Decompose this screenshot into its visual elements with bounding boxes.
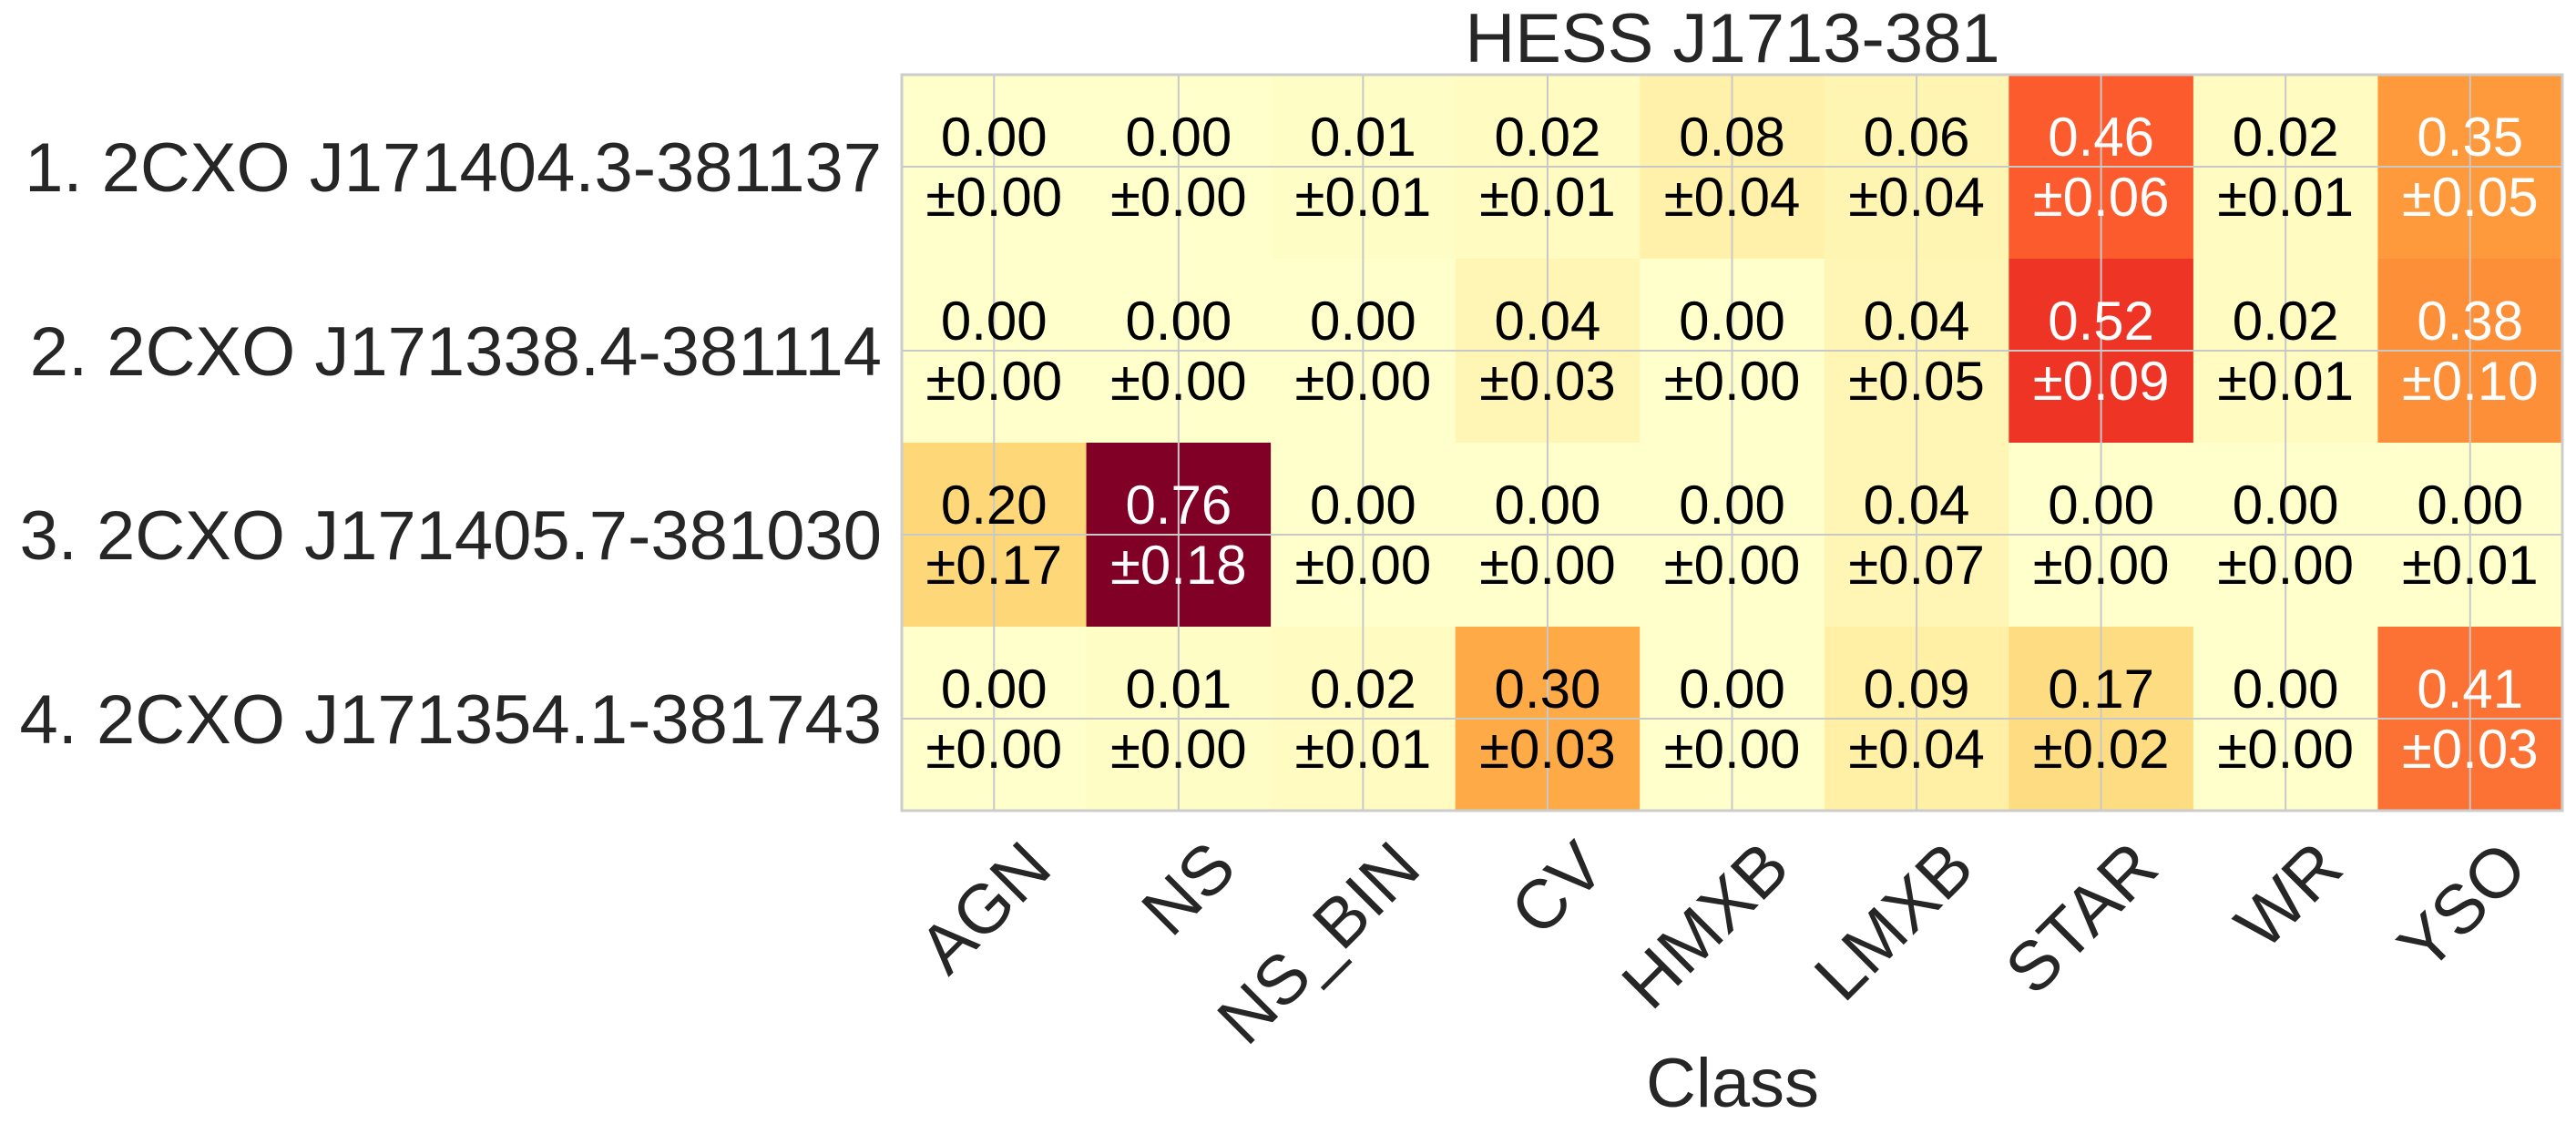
cell-error-label: ±0.18 bbox=[1110, 535, 1247, 596]
cell-value-label: 0.76 bbox=[1125, 475, 1232, 536]
cell-value-label: 0.00 bbox=[941, 291, 1048, 352]
cell-value-label: 0.08 bbox=[1679, 107, 1785, 168]
cell-error-label: ±0.05 bbox=[2402, 167, 2539, 228]
cell-error-label: ±0.01 bbox=[2402, 535, 2539, 596]
cell-value-label: 0.35 bbox=[2417, 107, 2523, 168]
cell-error-label: ±0.01 bbox=[2217, 167, 2354, 228]
cell-error-label: ±0.04 bbox=[1848, 167, 1985, 228]
column-label-yso: YSO bbox=[2384, 827, 2542, 986]
cell-error-label: ±0.00 bbox=[1664, 535, 1801, 596]
cell-error-label: ±0.00 bbox=[925, 167, 1062, 228]
cell-error-label: ±0.00 bbox=[2217, 719, 2354, 780]
cell-error-label: ±0.00 bbox=[1664, 351, 1801, 412]
cell-error-label: ±0.00 bbox=[925, 719, 1062, 780]
cell-value-label: 0.30 bbox=[1495, 659, 1601, 720]
row-labels: 1. 2CXO J171404.3-381137 2. 2CXO J171338.… bbox=[20, 129, 882, 759]
column-label-ns_bin: NS_BIN bbox=[1203, 827, 1435, 1058]
cell-value-label: 0.00 bbox=[1495, 475, 1601, 536]
cell-error-label: ±0.00 bbox=[1295, 351, 1432, 412]
cell-error-label: ±0.00 bbox=[1664, 719, 1801, 780]
column-label-wr: WR bbox=[2221, 827, 2357, 964]
cell-error-label: ±0.07 bbox=[1848, 535, 1985, 596]
cell-value-label: 0.38 bbox=[2417, 291, 2523, 352]
cell-value-label: 0.00 bbox=[2233, 659, 2339, 720]
cell-value-label: 0.20 bbox=[941, 475, 1048, 536]
cell-value-label: 0.00 bbox=[941, 659, 1048, 720]
cell-error-label: ±0.00 bbox=[1110, 719, 1247, 780]
chart-title: HESS J1713-381 bbox=[1465, 0, 1999, 77]
cell-value-label: 0.02 bbox=[2233, 107, 2339, 168]
cell-value-label: 0.17 bbox=[2048, 659, 2154, 720]
cell-value-label: 0.02 bbox=[1495, 107, 1601, 168]
cell-value-label: 0.04 bbox=[1864, 291, 1970, 352]
cell-error-label: ±0.00 bbox=[2217, 535, 2354, 596]
cell-value-label: 0.00 bbox=[941, 107, 1048, 168]
x-axis-label: Class bbox=[1646, 1045, 1819, 1122]
cell-value-label: 0.41 bbox=[2417, 659, 2523, 720]
cell-error-label: ±0.17 bbox=[925, 535, 1062, 596]
cell-error-label: ±0.09 bbox=[2033, 351, 2170, 412]
cell-value-label: 0.00 bbox=[1310, 475, 1416, 536]
row-label: 4. 2CXO J171354.1-381743 bbox=[20, 681, 882, 759]
cell-value-label: 0.00 bbox=[1125, 107, 1232, 168]
plot-frame bbox=[900, 73, 2564, 812]
cell-value-label: 0.04 bbox=[1864, 475, 1970, 536]
column-label-agn: AGN bbox=[905, 827, 1066, 988]
cell-error-label: ±0.00 bbox=[1110, 167, 1247, 228]
cell-value-label: 0.09 bbox=[1864, 659, 1970, 720]
column-label-cv: CV bbox=[1497, 827, 1620, 950]
cell-value-label: 0.52 bbox=[2048, 291, 2154, 352]
cell-error-label: ±0.00 bbox=[2033, 535, 2170, 596]
cell-value-label: 0.06 bbox=[1864, 107, 1970, 168]
column-label-hmxb: HMXB bbox=[1608, 827, 1804, 1023]
grid-lines bbox=[902, 75, 2562, 811]
cell-error-label: ±0.01 bbox=[2217, 351, 2354, 412]
cell-error-label: ±0.03 bbox=[1479, 719, 1616, 780]
cell-error-label: ±0.04 bbox=[1848, 719, 1985, 780]
cell-value-label: 0.00 bbox=[1679, 291, 1785, 352]
cell-value-label: 0.00 bbox=[1679, 659, 1785, 720]
cell-value-label: 0.46 bbox=[2048, 107, 2154, 168]
row-label: 3. 2CXO J171405.7-381030 bbox=[20, 497, 882, 575]
cell-error-label: ±0.03 bbox=[1479, 351, 1616, 412]
cell-error-label: ±0.05 bbox=[1848, 351, 1985, 412]
cell-error-label: ±0.01 bbox=[1295, 167, 1432, 228]
cell-value-label: 0.00 bbox=[2233, 475, 2339, 536]
cell-value-label: 0.00 bbox=[2048, 475, 2154, 536]
column-label-lmxb: LMXB bbox=[1800, 827, 1988, 1015]
cell-error-label: ±0.10 bbox=[2402, 351, 2539, 412]
cell-error-label: ±0.01 bbox=[1295, 719, 1432, 780]
column-label-star: STAR bbox=[1991, 827, 2172, 1008]
cell-labels: 0.00±0.000.00±0.000.01±0.010.02±0.010.08… bbox=[925, 107, 2538, 780]
cell-error-label: ±0.00 bbox=[1479, 535, 1616, 596]
cell-error-label: ±0.00 bbox=[1110, 351, 1247, 412]
column-label-ns: NS bbox=[1128, 827, 1251, 950]
cell-error-label: ±0.02 bbox=[2033, 719, 2170, 780]
cell-error-label: ±0.04 bbox=[1664, 167, 1801, 228]
cell-value-label: 0.02 bbox=[1310, 659, 1416, 720]
cell-value-label: 0.00 bbox=[1310, 291, 1416, 352]
cell-error-label: ±0.00 bbox=[925, 351, 1062, 412]
cell-error-label: ±0.03 bbox=[2402, 719, 2539, 780]
cell-error-label: ±0.01 bbox=[1479, 167, 1616, 228]
cell-value-label: 0.00 bbox=[1679, 475, 1785, 536]
row-label: 1. 2CXO J171404.3-381137 bbox=[25, 129, 882, 207]
cell-value-label: 0.01 bbox=[1125, 659, 1232, 720]
cell-value-label: 0.00 bbox=[1125, 291, 1232, 352]
cell-value-label: 0.01 bbox=[1310, 107, 1416, 168]
cell-error-label: ±0.06 bbox=[2033, 167, 2170, 228]
cell-value-label: 0.04 bbox=[1495, 291, 1601, 352]
cell-error-label: ±0.00 bbox=[1295, 535, 1432, 596]
cell-value-label: 0.02 bbox=[2233, 291, 2339, 352]
row-label: 2. 2CXO J171338.4-381114 bbox=[30, 313, 882, 391]
cell-value-label: 0.00 bbox=[2417, 475, 2523, 536]
